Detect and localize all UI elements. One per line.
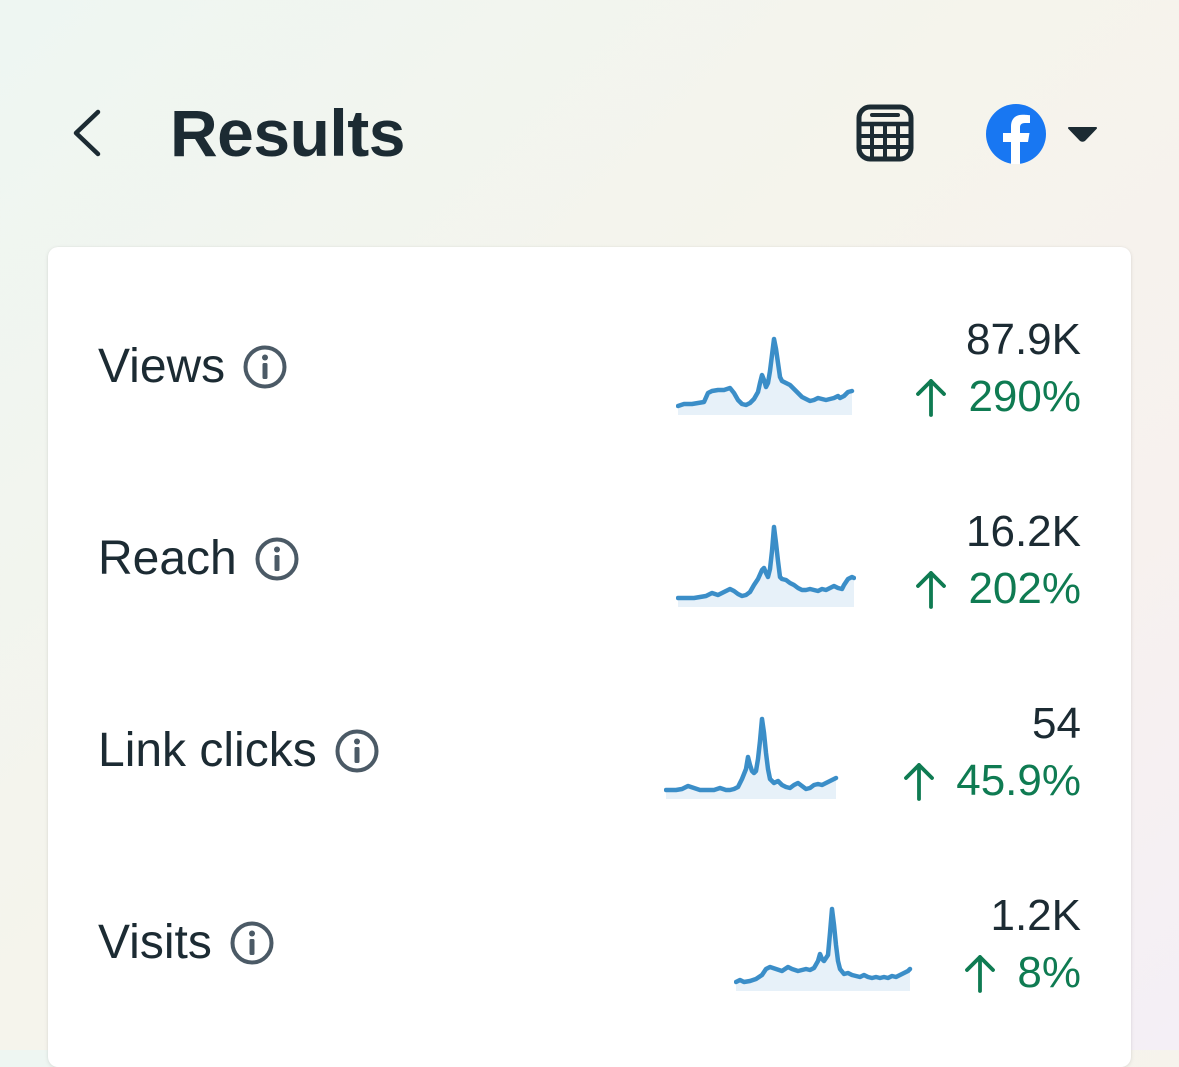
chevron-left-icon bbox=[73, 109, 101, 157]
calculator-icon bbox=[856, 104, 914, 162]
page-title: Results bbox=[170, 96, 405, 170]
metric-change: 8% bbox=[961, 944, 1081, 1002]
metric-change-value: 290% bbox=[968, 372, 1081, 421]
arrow-up-icon bbox=[904, 763, 935, 801]
metric-row-reach[interactable]: Reach 16.2K 202% bbox=[48, 469, 1131, 649]
metric-change-value: 45.9% bbox=[956, 756, 1081, 805]
sparkline-chart bbox=[676, 336, 855, 415]
metric-label: Link clicks bbox=[98, 724, 317, 777]
metric-label: Views bbox=[98, 340, 226, 393]
info-icon[interactable] bbox=[333, 727, 381, 775]
metric-change: 45.9% bbox=[900, 752, 1081, 810]
metric-change-value: 8% bbox=[1017, 948, 1081, 997]
metric-value: 1.2K bbox=[990, 891, 1081, 940]
arrow-up-icon bbox=[965, 955, 996, 993]
metric-row-visits[interactable]: Visits 1.2K 8% bbox=[48, 853, 1131, 1033]
metric-label: Visits bbox=[98, 916, 212, 969]
metric-value: 16.2K bbox=[966, 507, 1081, 556]
calculator-button[interactable] bbox=[852, 103, 918, 165]
header: Results bbox=[0, 0, 1179, 250]
metric-row-link-clicks[interactable]: Link clicks 54 45.9% bbox=[48, 661, 1131, 841]
metric-change-value: 202% bbox=[968, 564, 1081, 613]
info-icon[interactable] bbox=[228, 919, 276, 967]
metric-change: 290% bbox=[912, 368, 1081, 426]
metric-label: Reach bbox=[98, 532, 237, 585]
arrow-up-icon bbox=[916, 571, 947, 609]
info-icon[interactable] bbox=[241, 343, 289, 391]
metric-value: 87.9K bbox=[966, 315, 1081, 364]
back-button[interactable] bbox=[62, 100, 118, 166]
results-card: Views 87.9K 290% Reach bbox=[48, 247, 1131, 1067]
sparkline-chart bbox=[676, 524, 856, 607]
info-icon[interactable] bbox=[253, 535, 301, 583]
metric-row-views[interactable]: Views 87.9K 290% bbox=[48, 277, 1131, 457]
facebook-logo-icon bbox=[986, 104, 1046, 164]
metric-change: 202% bbox=[912, 560, 1081, 618]
sparkline-chart bbox=[734, 906, 913, 991]
arrow-up-icon bbox=[916, 379, 947, 417]
sparkline-chart bbox=[664, 716, 839, 799]
metric-value: 54 bbox=[1032, 699, 1081, 748]
platform-selector[interactable] bbox=[982, 100, 1106, 168]
caret-down-icon bbox=[1068, 127, 1097, 142]
